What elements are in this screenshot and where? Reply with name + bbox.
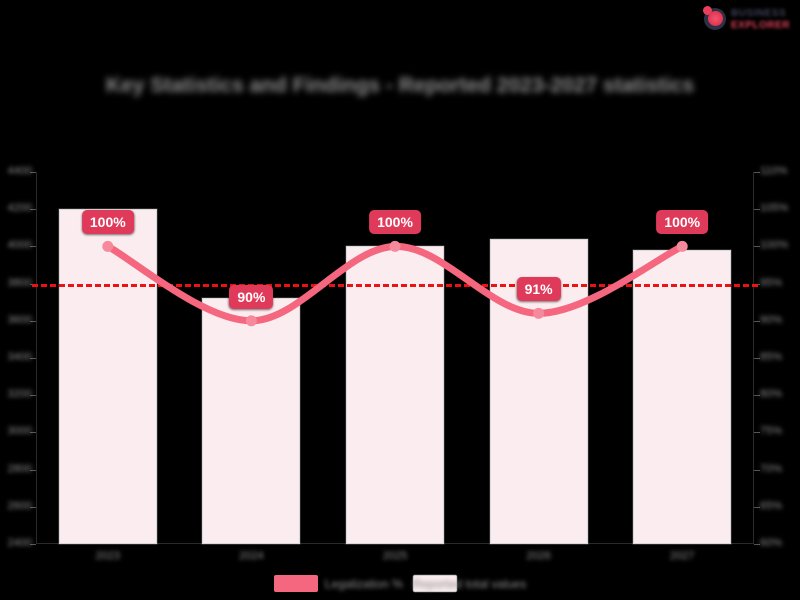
brand-logo: BUSINESS EXPLORER bbox=[702, 4, 794, 34]
bar-2025[interactable] bbox=[346, 246, 444, 544]
x-axis-label-2026: 2026 bbox=[526, 550, 551, 562]
y-axis-tick-label: 105% bbox=[760, 202, 789, 215]
chart-legend: Legalization % Reported total values bbox=[0, 575, 800, 592]
chart-title-text: Key Statistics and Findings - Reported 2… bbox=[105, 74, 695, 97]
axis-tick bbox=[30, 544, 36, 545]
line-swatch bbox=[273, 575, 318, 592]
data-label-2027: 100% bbox=[656, 210, 709, 235]
y-axis-tick-label: 110% bbox=[760, 165, 788, 177]
axis-tick bbox=[30, 432, 36, 434]
data-label-2023: 100% bbox=[81, 210, 134, 235]
flower-circle-icon bbox=[702, 6, 728, 32]
y-axis-tick-label: 2600 bbox=[7, 499, 32, 512]
y-axis-tick-label: 4400 bbox=[7, 165, 32, 177]
chart-title: Key Statistics and Findings - Reported 2… bbox=[0, 74, 800, 98]
axis-tick bbox=[30, 172, 36, 173]
y-axis-tick-label: 3600 bbox=[7, 313, 32, 326]
line-point-2026[interactable] bbox=[533, 307, 545, 319]
legend-label-line: Legalization % bbox=[324, 576, 403, 591]
y-axis-right-line bbox=[753, 172, 754, 544]
axis-tick bbox=[30, 469, 36, 471]
axis-tick bbox=[30, 358, 36, 359]
x-axis-label-2027: 2027 bbox=[669, 550, 695, 562]
y-axis-tick-label: 4000 bbox=[7, 239, 32, 252]
axis-tick bbox=[754, 469, 760, 471]
bar-2024[interactable] bbox=[202, 298, 301, 544]
y-axis-tick-label: 65% bbox=[760, 499, 783, 512]
data-label-2026: 91% bbox=[516, 277, 561, 302]
plot-area: 4400 4200 4000 3800 3600 3400 3200 3000 2800 2600… bbox=[8, 165, 789, 562]
logo-wordmark: BUSINESS EXPLORER bbox=[731, 8, 790, 31]
line-point-2025[interactable] bbox=[389, 240, 401, 252]
line-series bbox=[102, 240, 688, 327]
y-axis-tick-label: 3800 bbox=[7, 276, 32, 289]
y-axis-tick-label: 95% bbox=[760, 276, 783, 289]
axis-tick bbox=[754, 395, 760, 397]
axis-tick bbox=[754, 506, 760, 508]
axis-tick bbox=[754, 172, 760, 173]
axis-tick bbox=[30, 395, 36, 397]
data-label-2025: 100% bbox=[369, 210, 421, 235]
axis-tick bbox=[754, 432, 760, 434]
axis-tick bbox=[754, 544, 760, 545]
average-reference-line bbox=[32, 283, 758, 287]
y-axis-tick-label: 85% bbox=[760, 351, 783, 363]
y-axis-tick-label: 3200 bbox=[7, 388, 32, 401]
y-axis-tick-label: 3000 bbox=[7, 425, 32, 438]
line-point-2027[interactable] bbox=[676, 240, 688, 252]
legend-item-bar[interactable]: Reported total values bbox=[412, 575, 527, 592]
axis-tick bbox=[30, 320, 36, 322]
axis-tick bbox=[30, 506, 36, 508]
y-axis-tick-label: 100% bbox=[760, 239, 789, 252]
trend-line bbox=[104, 242, 686, 325]
y-axis-tick-label: 4200 bbox=[7, 202, 32, 215]
legend-item-line[interactable]: Legalization % bbox=[273, 575, 403, 592]
line-point-2023[interactable] bbox=[102, 240, 114, 252]
y-axis-tick-label: 90% bbox=[760, 313, 783, 326]
y-axis-tick-label: 2400 bbox=[7, 537, 32, 549]
axis-tick bbox=[754, 246, 760, 248]
y-axis-tick-label: 3400 bbox=[7, 351, 32, 363]
x-axis-label-2023: 2023 bbox=[95, 550, 121, 562]
x-axis-label-2025: 2025 bbox=[382, 550, 408, 562]
axis-tick bbox=[30, 246, 36, 248]
data-label-2024: 90% bbox=[229, 284, 274, 309]
line-point-2024[interactable] bbox=[245, 315, 257, 327]
y-axis-tick-label: 70% bbox=[760, 462, 783, 475]
logo-line-1: BUSINESS bbox=[731, 7, 787, 19]
bar-swatch bbox=[412, 575, 457, 592]
y-axis-tick-label: 2800 bbox=[7, 462, 32, 475]
y-axis-left-line bbox=[36, 172, 37, 544]
axis-tick bbox=[754, 320, 760, 322]
logo-line-2: EXPLORER bbox=[731, 19, 791, 31]
y-axis-tick-label: 60% bbox=[760, 537, 783, 549]
legend-label-bar: Reported total values bbox=[412, 576, 527, 591]
axis-tick bbox=[754, 209, 760, 211]
x-axis-label-2024: 2024 bbox=[239, 550, 264, 562]
bar-2027[interactable] bbox=[633, 250, 732, 544]
y-axis-tick-label: 80% bbox=[760, 388, 783, 401]
axis-tick bbox=[30, 209, 36, 211]
axis-tick bbox=[754, 358, 760, 359]
y-axis-tick-label: 75% bbox=[760, 425, 783, 438]
